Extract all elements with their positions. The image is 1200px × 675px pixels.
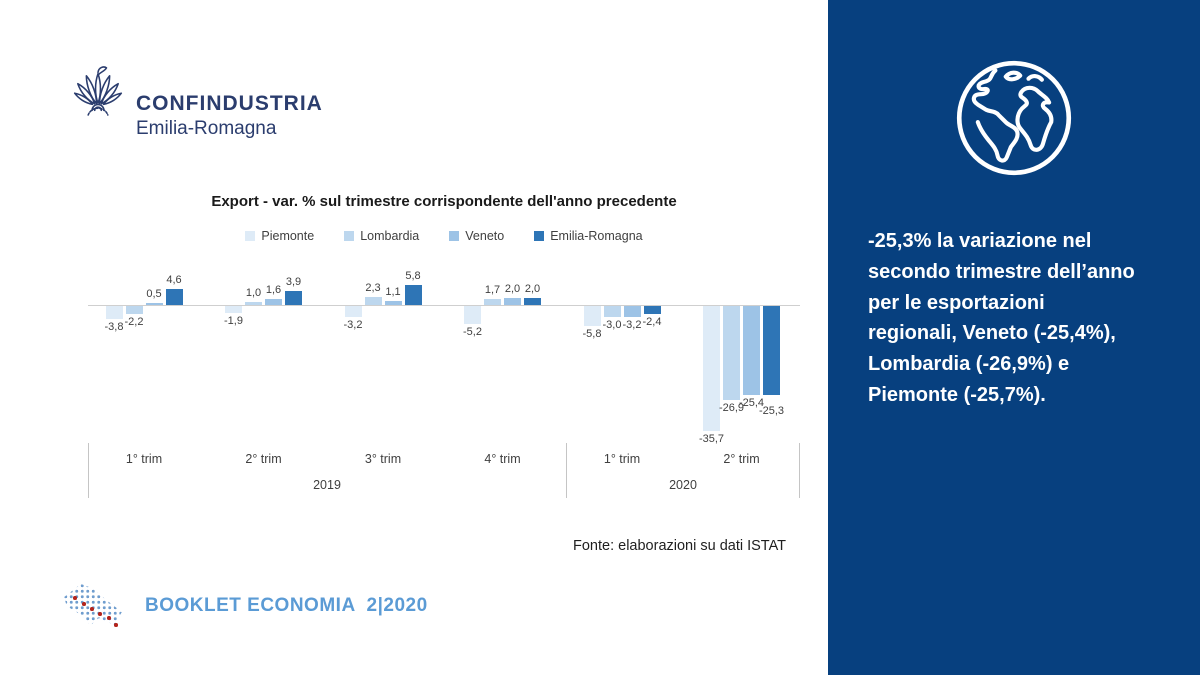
booklet-title: BOOKLET ECONOMIA 2|2020 (145, 595, 428, 616)
confindustria-eagle-icon (73, 66, 123, 116)
bar-value-label: 3,9 (285, 276, 302, 289)
bar-value-label: -25,3 (758, 404, 785, 417)
legend-item-emilia-romagna: Emilia-Romagna (534, 229, 643, 243)
bar-value-label: -25,4 (738, 396, 765, 409)
source-note: Fonte: elaborazioni su dati ISTAT (573, 538, 787, 554)
bar-piemonte-g4 (464, 306, 481, 325)
bar-veneto-g3 (384, 301, 402, 305)
bar-value-label: -5,2 (463, 326, 482, 339)
bar-lombardia-g3 (364, 296, 382, 305)
legend-item-lombardia: Lombardia (344, 229, 419, 243)
bar-value-label: 1,7 (484, 284, 501, 297)
bar-emilia-romagna-g2 (285, 291, 302, 305)
bar-lombardia-g1 (125, 306, 143, 314)
legend-item-veneto: Veneto (449, 229, 504, 243)
bar-value-label: -3,2 (622, 319, 642, 332)
bar-veneto-g6 (743, 306, 760, 395)
emilia-romagna-map-icon (63, 583, 123, 633)
bar-value-label: -1,9 (224, 314, 243, 327)
legend-label: Piemonte (261, 229, 315, 243)
bar-emilia-romagna-g6 (763, 306, 780, 395)
legend-swatch (344, 231, 355, 241)
bar-lombardia-g6 (723, 306, 740, 401)
bar-lombardia-g2 (245, 301, 262, 305)
legend-swatch (245, 231, 256, 241)
bar-value-label: 1,0 (245, 286, 262, 299)
globe-icon (956, 60, 1072, 176)
bar-emilia-romagna-g1 (165, 288, 183, 305)
bar-emilia-romagna-g4 (524, 298, 541, 305)
legend-label: Emilia-Romagna (550, 229, 643, 243)
axis-year-label: 2020 (669, 478, 697, 492)
bar-value-label: -3,0 (602, 318, 622, 331)
bar-value-label: -3,2 (343, 319, 363, 332)
chart-axis: 1° trim 2° trim 3° trim 4° trim 1° trim 2° tr… (88, 443, 800, 501)
bar-value-label: 4,6 (166, 273, 182, 286)
map-city-dot (107, 616, 111, 620)
right-panel: -25,3% la variazione nel secondo trimest… (828, 0, 1200, 675)
bar-lombardia-g5 (603, 306, 621, 317)
bar-value-label: -26,9 (718, 402, 745, 415)
bar-piemonte-g5 (583, 306, 601, 327)
bar-value-label: 2,0 (504, 283, 521, 295)
bar-piemonte-g1 (105, 306, 123, 320)
x-axis-baseline (88, 305, 800, 306)
axis-tick-label: 1° trim (125, 452, 163, 466)
axis-separator (799, 443, 800, 498)
legend-label: Lombardia (360, 229, 420, 243)
chart-title: Export - var. % sul trimestre corrispond… (211, 193, 677, 210)
bar-value-label: 2,3 (365, 281, 381, 294)
bar-value-label: -2,4 (642, 316, 662, 329)
bar-emilia-romagna-g5 (643, 306, 661, 315)
chart-legend: Piemonte Lombardia Veneto Emilia-Romagna (88, 229, 800, 243)
map-city-dot (82, 602, 86, 606)
legend-swatch (449, 231, 460, 241)
bar-value-label: 5,8 (405, 269, 421, 282)
chart-plot: -3,8 -2,2 0,5 4,6 -1,9 1,0 1,6 3,9 -3,2 2,3 1,1 5,8… (88, 255, 800, 445)
legend-swatch (534, 231, 545, 241)
axis-tick-label: 3° trim (364, 452, 402, 466)
bar-value-label: -3,8 (104, 321, 124, 334)
axis-tick-label: 4° trim (484, 452, 521, 466)
axis-separator (566, 443, 567, 498)
axis-tick-label: 2° trim (245, 452, 282, 466)
bar-value-label: 1,6 (265, 284, 282, 297)
bar-emilia-romagna-g3 (404, 284, 422, 305)
bar-piemonte-g2 (225, 306, 242, 313)
axis-separator (88, 443, 89, 498)
axis-tick-label: 1° trim (603, 452, 641, 466)
logo-title: CONFINDUSTRIA (136, 92, 323, 115)
map-city-dot (98, 612, 102, 616)
legend-label: Veneto (465, 229, 505, 243)
map-city-dot (73, 596, 77, 600)
bar-value-label: 0,5 (146, 288, 162, 301)
bar-value-label: 2,0 (524, 283, 541, 295)
bar-value-label: -35,7 (698, 432, 725, 445)
bar-value-label: -5,8 (582, 328, 602, 341)
bar-lombardia-g4 (484, 299, 501, 305)
logo-subtitle: Emilia-Romagna (136, 118, 277, 139)
bar-piemonte-g3 (344, 306, 362, 318)
axis-year-label: 2019 (313, 478, 341, 492)
bar-value-label: -2,2 (124, 315, 144, 328)
panel-highlight-text: -25,3% la variazione nel secondo trimest… (868, 230, 1135, 406)
bar-veneto-g5 (623, 306, 641, 318)
map-city-dot (114, 623, 118, 627)
map-city-dot (90, 607, 94, 611)
axis-tick-label: 2° trim (723, 452, 760, 466)
legend-item-piemonte: Piemonte (245, 229, 314, 243)
bar-veneto-g2 (265, 299, 282, 305)
bar-value-label: 1,1 (385, 286, 401, 299)
bar-veneto-g1 (145, 303, 163, 305)
bar-veneto-g4 (504, 298, 521, 305)
bar-piemonte-g6 (703, 306, 720, 431)
